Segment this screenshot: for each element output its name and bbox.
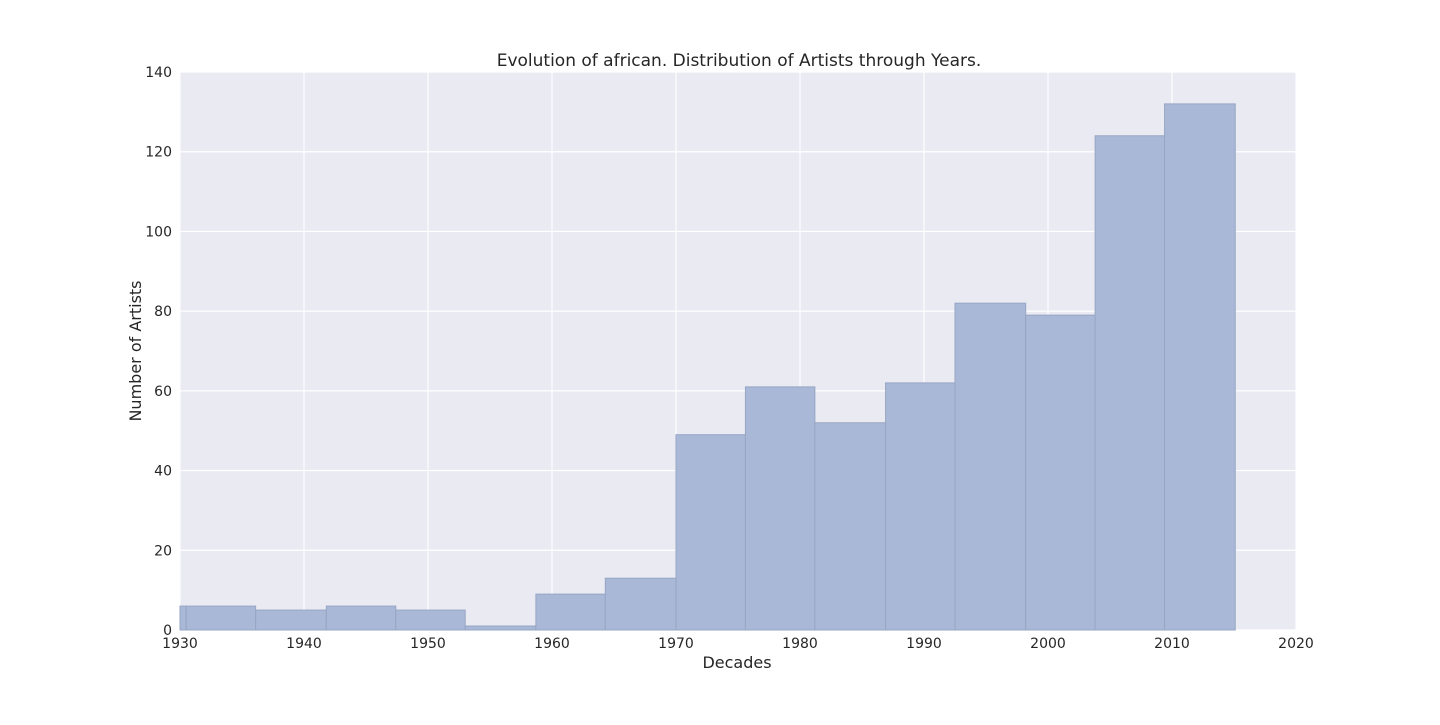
histogram-bar — [185, 605, 257, 631]
y-tick-label: 140 — [145, 65, 172, 81]
y-tick-label: 40 — [154, 464, 172, 480]
histogram-bar — [395, 609, 466, 631]
histogram-bar — [954, 302, 1027, 631]
x-tick-label: 1980 — [782, 636, 818, 652]
x-tick-label: 1950 — [410, 636, 446, 652]
x-tick-label: 2020 — [1278, 636, 1314, 652]
y-axis-ticks: 0 20 40 60 80 100 120 140 — [145, 65, 172, 639]
x-tick-label: 1960 — [534, 636, 570, 652]
y-tick-label: 0 — [163, 623, 172, 639]
histogram-bar — [885, 382, 956, 631]
histogram-bar — [535, 593, 606, 631]
chart-title: Evolution of african. Distribution of Ar… — [497, 51, 982, 71]
histogram-bar — [255, 609, 327, 631]
histogram-bar — [1025, 314, 1096, 631]
histogram-bar — [179, 605, 187, 631]
bars — [179, 103, 1236, 631]
x-axis-ticks: 1930 1940 1950 1960 1970 1980 1990 2000 2010 2020 — [162, 636, 1314, 652]
y-tick-label: 60 — [154, 384, 172, 400]
histogram-bar — [675, 434, 746, 631]
y-tick-label: 20 — [154, 543, 172, 559]
histogram-bar — [744, 386, 816, 631]
histogram-bar — [1164, 103, 1236, 631]
x-tick-label: 2000 — [1030, 636, 1066, 652]
histogram-bar — [325, 605, 397, 631]
histogram-bar — [464, 625, 537, 631]
y-tick-label: 80 — [154, 304, 172, 320]
x-tick-label: 2010 — [1154, 636, 1190, 652]
x-tick-label: 1990 — [906, 636, 942, 652]
y-axis-title: Number of Artists — [126, 280, 145, 421]
x-axis-title: Decades — [702, 653, 771, 672]
x-tick-label: 1940 — [286, 636, 322, 652]
x-tick-label: 1970 — [658, 636, 694, 652]
histogram-bar — [814, 422, 887, 631]
y-tick-label: 120 — [145, 145, 172, 161]
x-tick-label: 1930 — [162, 636, 198, 652]
y-tick-label: 100 — [145, 224, 172, 240]
histogram-bar — [1094, 135, 1166, 631]
histogram-bar — [604, 577, 677, 631]
